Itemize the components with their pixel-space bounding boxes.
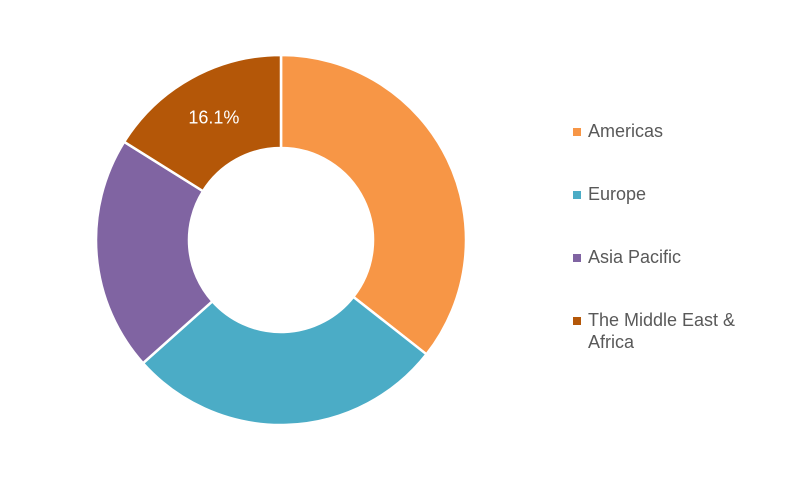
legend-label: Americas <box>588 121 664 141</box>
legend-label: Europe <box>588 184 647 204</box>
legend-item: The Middle East & Africa <box>573 309 773 372</box>
donut-slice <box>94 140 215 365</box>
donut-slice <box>141 295 429 427</box>
legend-swatch <box>573 191 581 199</box>
legend-swatch <box>573 317 581 325</box>
legend-item: Europe <box>573 183 773 246</box>
legend: Americas Europe Asia Pacific The Middle Eas… <box>573 120 773 372</box>
slice-label: 16.1% <box>188 108 239 128</box>
legend-item: Asia Pacific <box>573 246 773 309</box>
legend-label: Asia Pacific <box>588 247 682 267</box>
donut-slice <box>279 53 468 357</box>
legend-swatch <box>573 254 581 262</box>
legend-item: Americas <box>573 120 773 183</box>
donut-slice <box>122 53 283 193</box>
legend-swatch <box>573 128 581 136</box>
legend-label: The Middle East & Africa <box>588 310 736 352</box>
